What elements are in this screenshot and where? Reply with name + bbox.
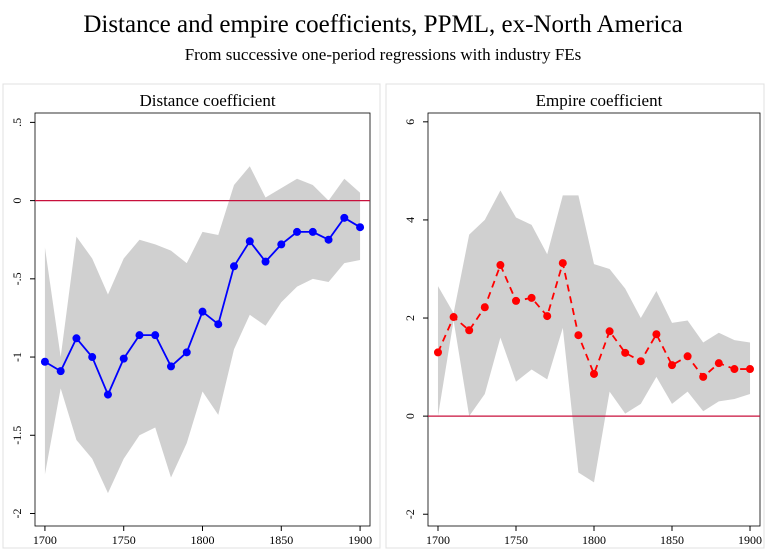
y-tick-label: -1.5 xyxy=(10,426,24,445)
x-tick-label: 1750 xyxy=(112,533,136,547)
x-tick-label: 1800 xyxy=(191,533,215,547)
data-point xyxy=(511,296,520,305)
y-tick-label: -2 xyxy=(10,508,24,518)
x-tick-label: 1850 xyxy=(269,533,293,547)
data-point xyxy=(496,261,505,270)
data-point xyxy=(182,348,191,357)
y-tick-label: 4 xyxy=(403,217,417,223)
chart-subtitle: From successive one-period regressions w… xyxy=(185,45,582,64)
data-point xyxy=(449,313,458,322)
data-point xyxy=(465,326,474,335)
x-tick-label: 1750 xyxy=(504,533,528,547)
data-point xyxy=(730,365,739,374)
chart-title: Distance and empire coefficients, PPML, … xyxy=(83,11,682,38)
data-line xyxy=(437,262,751,379)
data-point xyxy=(356,223,365,232)
data-point xyxy=(340,213,349,222)
data-point xyxy=(166,362,175,371)
data-point xyxy=(230,262,239,271)
data-point xyxy=(558,259,567,268)
data-point xyxy=(308,227,317,236)
data-point xyxy=(668,361,677,370)
data-point xyxy=(103,390,112,399)
confidence-band xyxy=(437,190,751,483)
panel-title: Distance coefficient xyxy=(139,91,275,110)
data-point xyxy=(433,348,442,357)
data-point xyxy=(135,331,144,340)
data-point xyxy=(293,227,302,236)
panel-frame xyxy=(385,83,765,549)
data-point xyxy=(214,320,223,329)
data-point xyxy=(746,365,755,374)
y-tick-label: -2 xyxy=(403,509,417,519)
data-point xyxy=(119,354,128,363)
y-tick-label: 0 xyxy=(10,198,24,204)
data-point xyxy=(277,240,286,249)
data-point xyxy=(527,293,536,302)
data-point xyxy=(151,331,160,340)
data-point xyxy=(714,359,723,368)
data-point xyxy=(605,327,614,336)
panel-frame xyxy=(2,83,381,549)
x-tick-label: 1800 xyxy=(582,533,606,547)
data-point xyxy=(590,369,598,378)
data-point xyxy=(621,348,630,357)
y-tick-label: 2 xyxy=(403,315,417,321)
y-tick-label: 6 xyxy=(403,119,417,125)
y-tick-label: .5 xyxy=(10,118,24,127)
data-point xyxy=(652,330,661,339)
x-tick-label: 1900 xyxy=(738,533,762,547)
y-tick-label: -.5 xyxy=(10,272,24,285)
data-point xyxy=(261,257,270,266)
data-point xyxy=(40,357,49,366)
x-tick-label: 1700 xyxy=(426,533,450,547)
x-tick-label: 1700 xyxy=(33,533,57,547)
data-point xyxy=(245,237,254,246)
x-tick-label: 1900 xyxy=(348,533,372,547)
y-tick-label: 0 xyxy=(403,413,417,419)
data-point xyxy=(56,367,65,376)
data-point xyxy=(683,352,692,361)
data-point xyxy=(72,334,81,343)
data-point xyxy=(543,312,552,321)
data-point xyxy=(699,372,708,381)
data-point xyxy=(636,357,645,366)
data-point xyxy=(88,353,97,362)
data-point xyxy=(198,307,207,316)
data-point xyxy=(324,235,333,244)
y-tick-label: -1 xyxy=(10,352,24,362)
x-tick-label: 1850 xyxy=(660,533,684,547)
data-point xyxy=(574,331,583,340)
panel-title: Empire coefficient xyxy=(536,91,663,110)
data-point xyxy=(480,303,489,312)
